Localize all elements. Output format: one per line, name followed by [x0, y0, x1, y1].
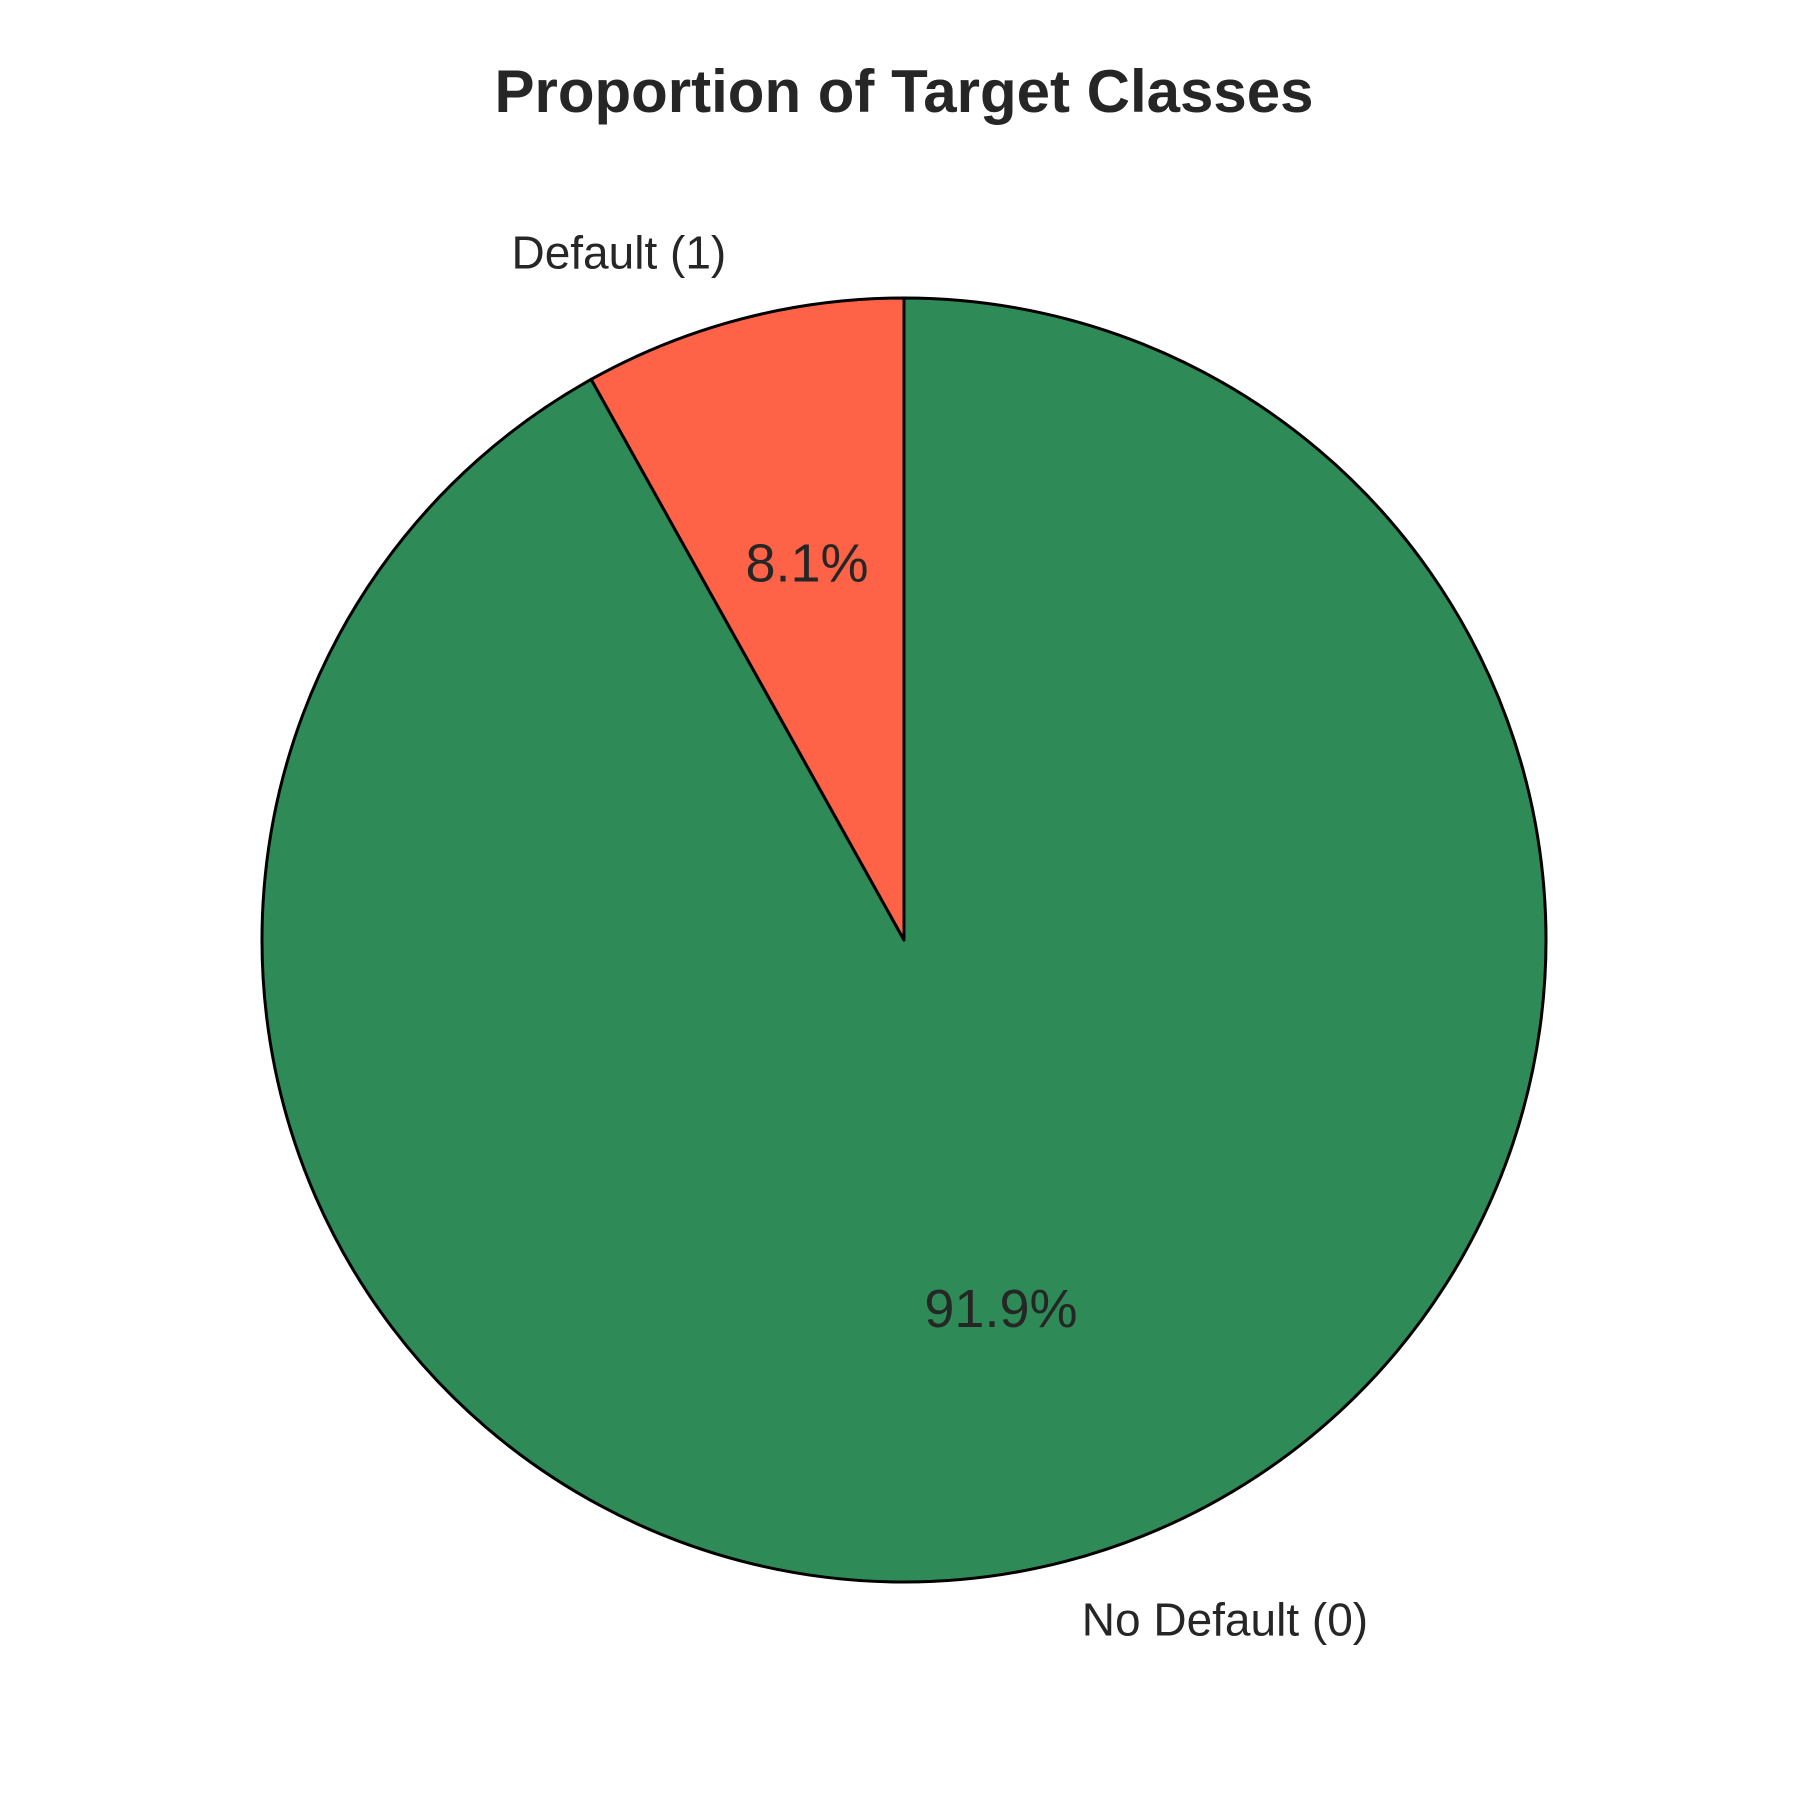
slice-label-1: Default (1)	[511, 227, 726, 279]
pie-slice-1	[589, 296, 906, 942]
slice-label-0: No Default (0)	[1082, 1594, 1368, 1646]
pie-slices	[260, 296, 1548, 1584]
slice-pct-label-1: 8.1%	[745, 533, 868, 593]
slice-pct-label-0: 91.9%	[924, 1279, 1077, 1339]
chart-title: Proportion of Target Classes	[494, 58, 1313, 125]
pie-labels: No Default (0) 91.9% Default (1) 8.1%	[511, 227, 1368, 1646]
